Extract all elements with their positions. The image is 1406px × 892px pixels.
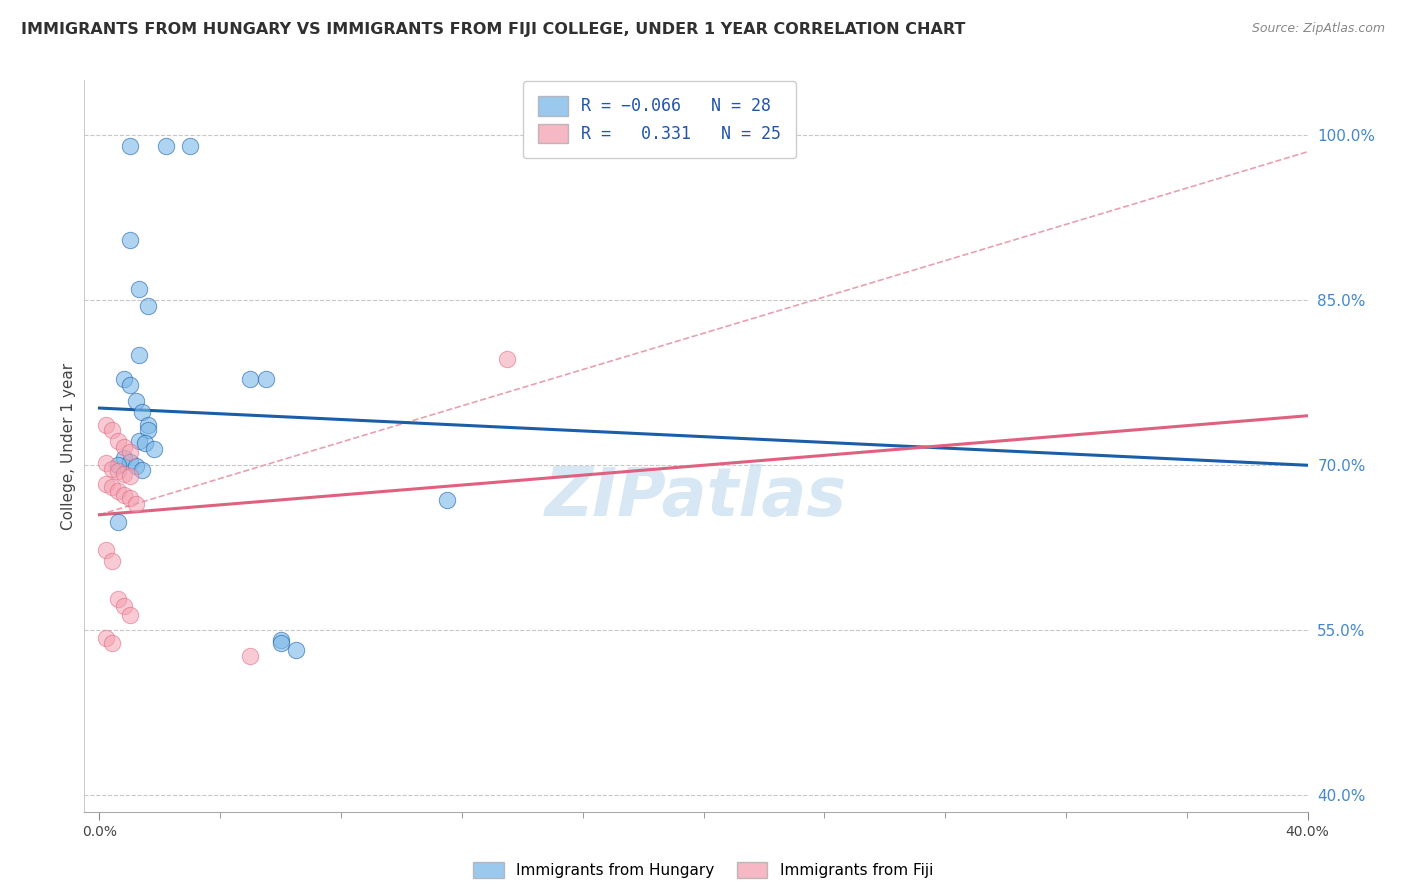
Point (118, 607, 141, 622)
Text: ZIPatlas: ZIPatlas (546, 464, 846, 530)
Text: IMMIGRANTS FROM HUNGARY VS IMMIGRANTS FROM FIJI COLLEGE, UNDER 1 YEAR CORRELATIO: IMMIGRANTS FROM HUNGARY VS IMMIGRANTS FR… (21, 22, 966, 37)
Point (118, 455, 141, 469)
Point (128, 348, 150, 362)
Point (100, 480, 122, 494)
Point (107, 434, 129, 448)
Legend: Immigrants from Hungary, Immigrants from Fiji: Immigrants from Hungary, Immigrants from… (467, 856, 939, 884)
Point (100, 461, 122, 475)
Point (118, 491, 141, 506)
Point (107, 516, 129, 530)
Point (128, 282, 150, 296)
Point (125, 497, 148, 511)
Point (107, 592, 129, 607)
Y-axis label: College, Under 1 year: College, Under 1 year (60, 362, 76, 530)
Point (107, 458, 129, 473)
Point (142, 442, 165, 456)
Point (131, 463, 153, 477)
Point (112, 440, 135, 454)
Point (436, 493, 458, 508)
Point (100, 636, 122, 650)
Point (118, 233, 141, 247)
Point (100, 554, 122, 568)
Point (239, 648, 262, 663)
Point (239, 372, 262, 386)
Point (112, 450, 135, 465)
Point (107, 483, 129, 498)
Point (112, 467, 135, 481)
Point (155, 139, 177, 153)
Point (125, 394, 148, 409)
Point (118, 378, 141, 392)
Point (112, 372, 135, 386)
Point (94, 543, 117, 558)
Point (270, 636, 292, 650)
Point (107, 464, 129, 478)
Point (254, 372, 277, 386)
Point (270, 633, 292, 648)
Point (94, 631, 117, 645)
Point (112, 599, 135, 613)
Point (136, 299, 159, 313)
Point (125, 459, 148, 474)
Point (136, 417, 159, 432)
Point (94, 456, 117, 470)
Point (179, 139, 201, 153)
Point (100, 423, 122, 437)
Point (134, 436, 156, 450)
Point (131, 405, 153, 419)
Point (496, 351, 519, 366)
Legend: R = −0.066   N = 28, R =   0.331   N = 25: R = −0.066 N = 28, R = 0.331 N = 25 (523, 81, 796, 158)
Point (118, 445, 141, 459)
Point (118, 469, 141, 483)
Point (136, 423, 159, 437)
Point (112, 488, 135, 502)
Point (128, 434, 150, 448)
Point (94, 477, 117, 491)
Point (94, 417, 117, 432)
Text: Source: ZipAtlas.com: Source: ZipAtlas.com (1251, 22, 1385, 36)
Point (284, 643, 307, 657)
Point (118, 139, 141, 153)
